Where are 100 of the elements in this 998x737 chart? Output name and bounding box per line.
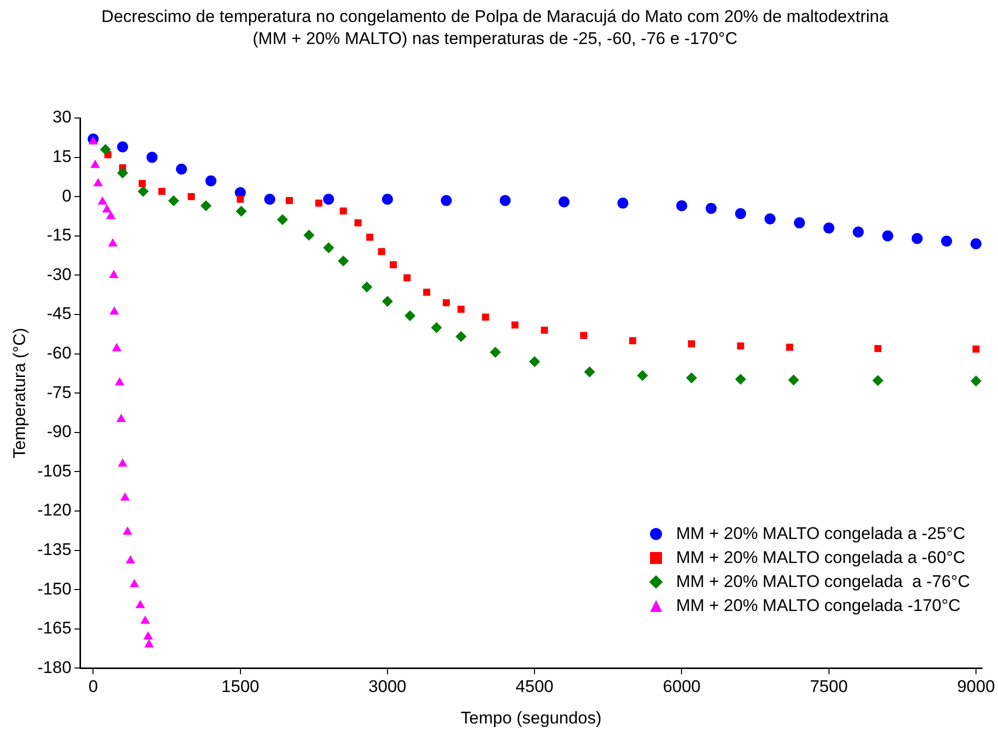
y-tick-label: -150: [37, 579, 72, 598]
point: [236, 206, 247, 217]
point: [143, 631, 153, 640]
point: [122, 526, 132, 535]
point: [457, 306, 465, 313]
point: [117, 168, 128, 179]
point: [794, 217, 805, 228]
point: [340, 207, 347, 215]
point: [100, 144, 111, 155]
point: [529, 356, 540, 368]
point: [688, 340, 696, 348]
x-tick-label: 4500: [516, 677, 554, 696]
point: [852, 226, 864, 238]
point: [361, 281, 372, 292]
point: [382, 194, 393, 205]
y-axis-title: Temperatura (°C): [10, 328, 29, 458]
point: [941, 236, 952, 247]
point: [676, 200, 688, 212]
y-tick-label: -90: [46, 422, 72, 442]
point: [176, 164, 187, 175]
point: [788, 374, 800, 386]
point: [511, 321, 519, 329]
legend-label: MM + 20% MALTO congelada a -60°C: [676, 547, 966, 569]
point: [456, 331, 467, 342]
point: [144, 639, 154, 648]
point: [264, 194, 276, 205]
point: [93, 178, 103, 186]
y-tick-label: -60: [46, 343, 72, 362]
x-tick-label: 3000: [368, 677, 406, 696]
point: [972, 346, 980, 353]
point: [130, 578, 140, 588]
point: [323, 242, 334, 254]
point: [440, 195, 452, 206]
point: [706, 202, 717, 214]
y-tick-label: -120: [37, 500, 72, 520]
point: [108, 238, 118, 247]
point: [482, 314, 490, 321]
point: [126, 555, 136, 564]
point: [970, 238, 982, 250]
point: [366, 234, 374, 241]
point: [636, 370, 648, 382]
point: [390, 261, 397, 268]
point: [114, 377, 124, 386]
x-tick-label: 1500: [221, 677, 260, 696]
point: [98, 196, 108, 205]
point: [140, 616, 150, 624]
point: [404, 274, 411, 282]
point: [584, 366, 596, 378]
point: [112, 343, 122, 352]
point: [378, 248, 386, 256]
point: [617, 198, 628, 209]
y-tick-label: 15: [52, 146, 72, 166]
y-tick-label: 30: [52, 108, 72, 127]
point: [500, 195, 511, 206]
point: [872, 375, 884, 386]
point: [882, 230, 894, 242]
y-tick-label: -75: [46, 382, 72, 402]
point: [970, 376, 982, 387]
legend-label: MM + 20% MALTO congelada a -76°C: [676, 571, 970, 593]
legend-label: MM + 20% MALTO congelada a -25°C: [676, 523, 966, 545]
point: [442, 299, 450, 306]
point: [106, 210, 116, 219]
point: [737, 342, 744, 350]
y-tick-label: -165: [37, 618, 72, 638]
point: [580, 332, 588, 339]
point: [823, 222, 834, 234]
chart-title: Decrescimo de temperatura no congelamento de Polpa de Maracujá do Mato com 20% de maltodextrina (MM + 20% MALTO) nas temperaturas de -25, -60, -76 e -170°C: [100, 6, 890, 50]
x-tick-label: 6000: [662, 677, 701, 696]
point: [88, 136, 98, 144]
point: [188, 193, 195, 200]
y-tick-label: 0: [62, 186, 72, 206]
point: [540, 326, 548, 334]
point: [315, 200, 322, 207]
point: [629, 337, 636, 344]
point: [118, 458, 128, 467]
point: [109, 270, 119, 278]
point: [404, 310, 416, 322]
point: [286, 196, 293, 204]
point: [764, 213, 776, 224]
point: [430, 322, 442, 334]
point: [90, 160, 100, 168]
point: [146, 152, 158, 163]
point: [686, 372, 698, 384]
point: [735, 374, 746, 385]
y-tick-label: -15: [46, 226, 72, 245]
point: [276, 214, 288, 226]
legend-label: MM + 20% MALTO congelada -170°C: [676, 595, 961, 617]
point: [158, 188, 166, 195]
point: [138, 186, 149, 197]
point: [354, 219, 362, 226]
point: [200, 200, 212, 212]
point: [116, 414, 126, 422]
point: [874, 345, 882, 352]
y-tick-label: -105: [37, 461, 72, 480]
point: [110, 306, 120, 315]
point: [423, 288, 430, 296]
point: [138, 180, 146, 188]
point: [120, 492, 130, 501]
point: [786, 344, 794, 351]
point: [102, 204, 112, 212]
